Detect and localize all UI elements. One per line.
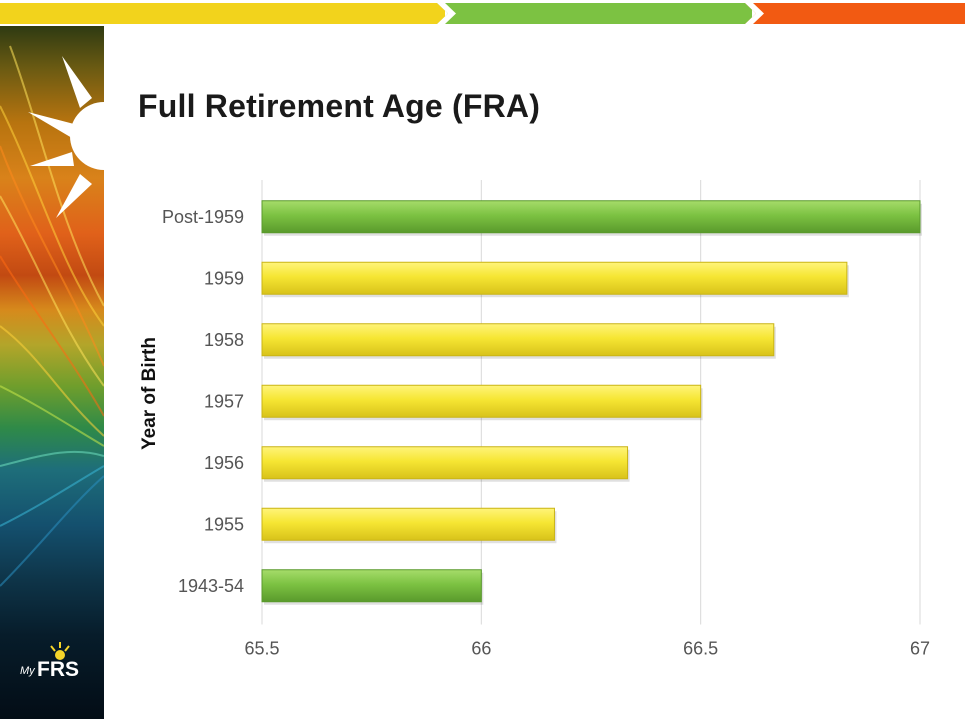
bar-1958	[261, 323, 775, 357]
x-tick-label: 66.5	[683, 639, 718, 659]
page-title: Full Retirement Age (FRA)	[138, 88, 541, 124]
x-tick-label: 66	[471, 639, 491, 659]
bar-1956	[261, 446, 629, 480]
bar-1959	[261, 261, 848, 295]
svg-text:FRS: FRS	[37, 658, 79, 681]
band-yellow	[0, 3, 445, 24]
top-color-band	[0, 0, 965, 26]
band-orange	[745, 3, 965, 24]
y-tick-label: 1943-54	[178, 576, 244, 596]
y-tick-label: 1956	[204, 453, 244, 473]
x-tick-label: 65.5	[244, 639, 279, 659]
decorative-sidebar: My FRS 9	[0, 26, 104, 719]
myfrs-logo: My FRS	[20, 642, 79, 681]
y-tick-label: 1955	[204, 514, 244, 534]
bar-1943-54	[261, 569, 482, 603]
sunburst-decoration	[0, 45, 104, 587]
y-tick-label: 1957	[204, 391, 244, 411]
svg-text:My: My	[20, 665, 36, 677]
fra-bar-chart: 65.5 66 66.5 67 1943-54 1955 1956 1957 1958 1959 P…	[162, 180, 930, 659]
band-green	[437, 3, 752, 24]
bar-1957	[261, 384, 702, 418]
y-tick-label: 1958	[204, 330, 244, 350]
x-tick-label: 67	[910, 639, 930, 659]
y-tick-label: 1959	[204, 268, 244, 288]
bar-1955	[261, 507, 555, 541]
bar-post-1959	[261, 200, 921, 234]
y-tick-label: Post-1959	[162, 207, 244, 227]
